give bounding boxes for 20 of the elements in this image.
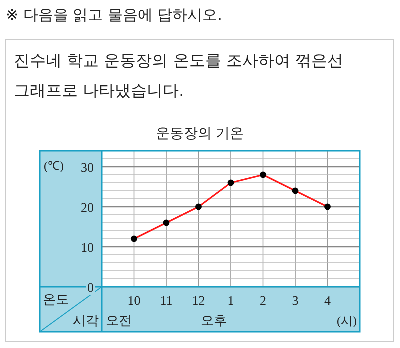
y-tick-label: 0	[88, 280, 94, 295]
text: 오전	[106, 314, 132, 329]
text: 오후	[200, 314, 227, 329]
x-tick-label: 1	[228, 293, 234, 308]
x-tick-label: 2	[260, 293, 266, 308]
text: 시각	[73, 314, 99, 329]
x-tick-label: 12	[192, 293, 206, 308]
chart-title: 운동장의 기온	[156, 126, 244, 142]
x-tick-label: 11	[160, 293, 173, 308]
x-axis-title: (시)	[337, 314, 357, 328]
text: 온도	[43, 293, 69, 308]
y-tick-label: 20	[81, 200, 94, 215]
x-tick-label: 3	[292, 293, 299, 308]
text: ※ 다음을 읽고 물음에 답하시오.	[6, 6, 222, 24]
y-tick-label: 10	[81, 240, 94, 255]
x-tick-label: 4	[324, 293, 332, 308]
y-tick-label: 30	[81, 160, 94, 175]
text: 진수네 학교 운동장의 온도를 조사하여 꺾은선 그래프로 나타냈습니다.	[14, 50, 344, 102]
y-axis-title: (℃)	[44, 159, 64, 173]
x-tick-label: 10	[128, 293, 141, 308]
